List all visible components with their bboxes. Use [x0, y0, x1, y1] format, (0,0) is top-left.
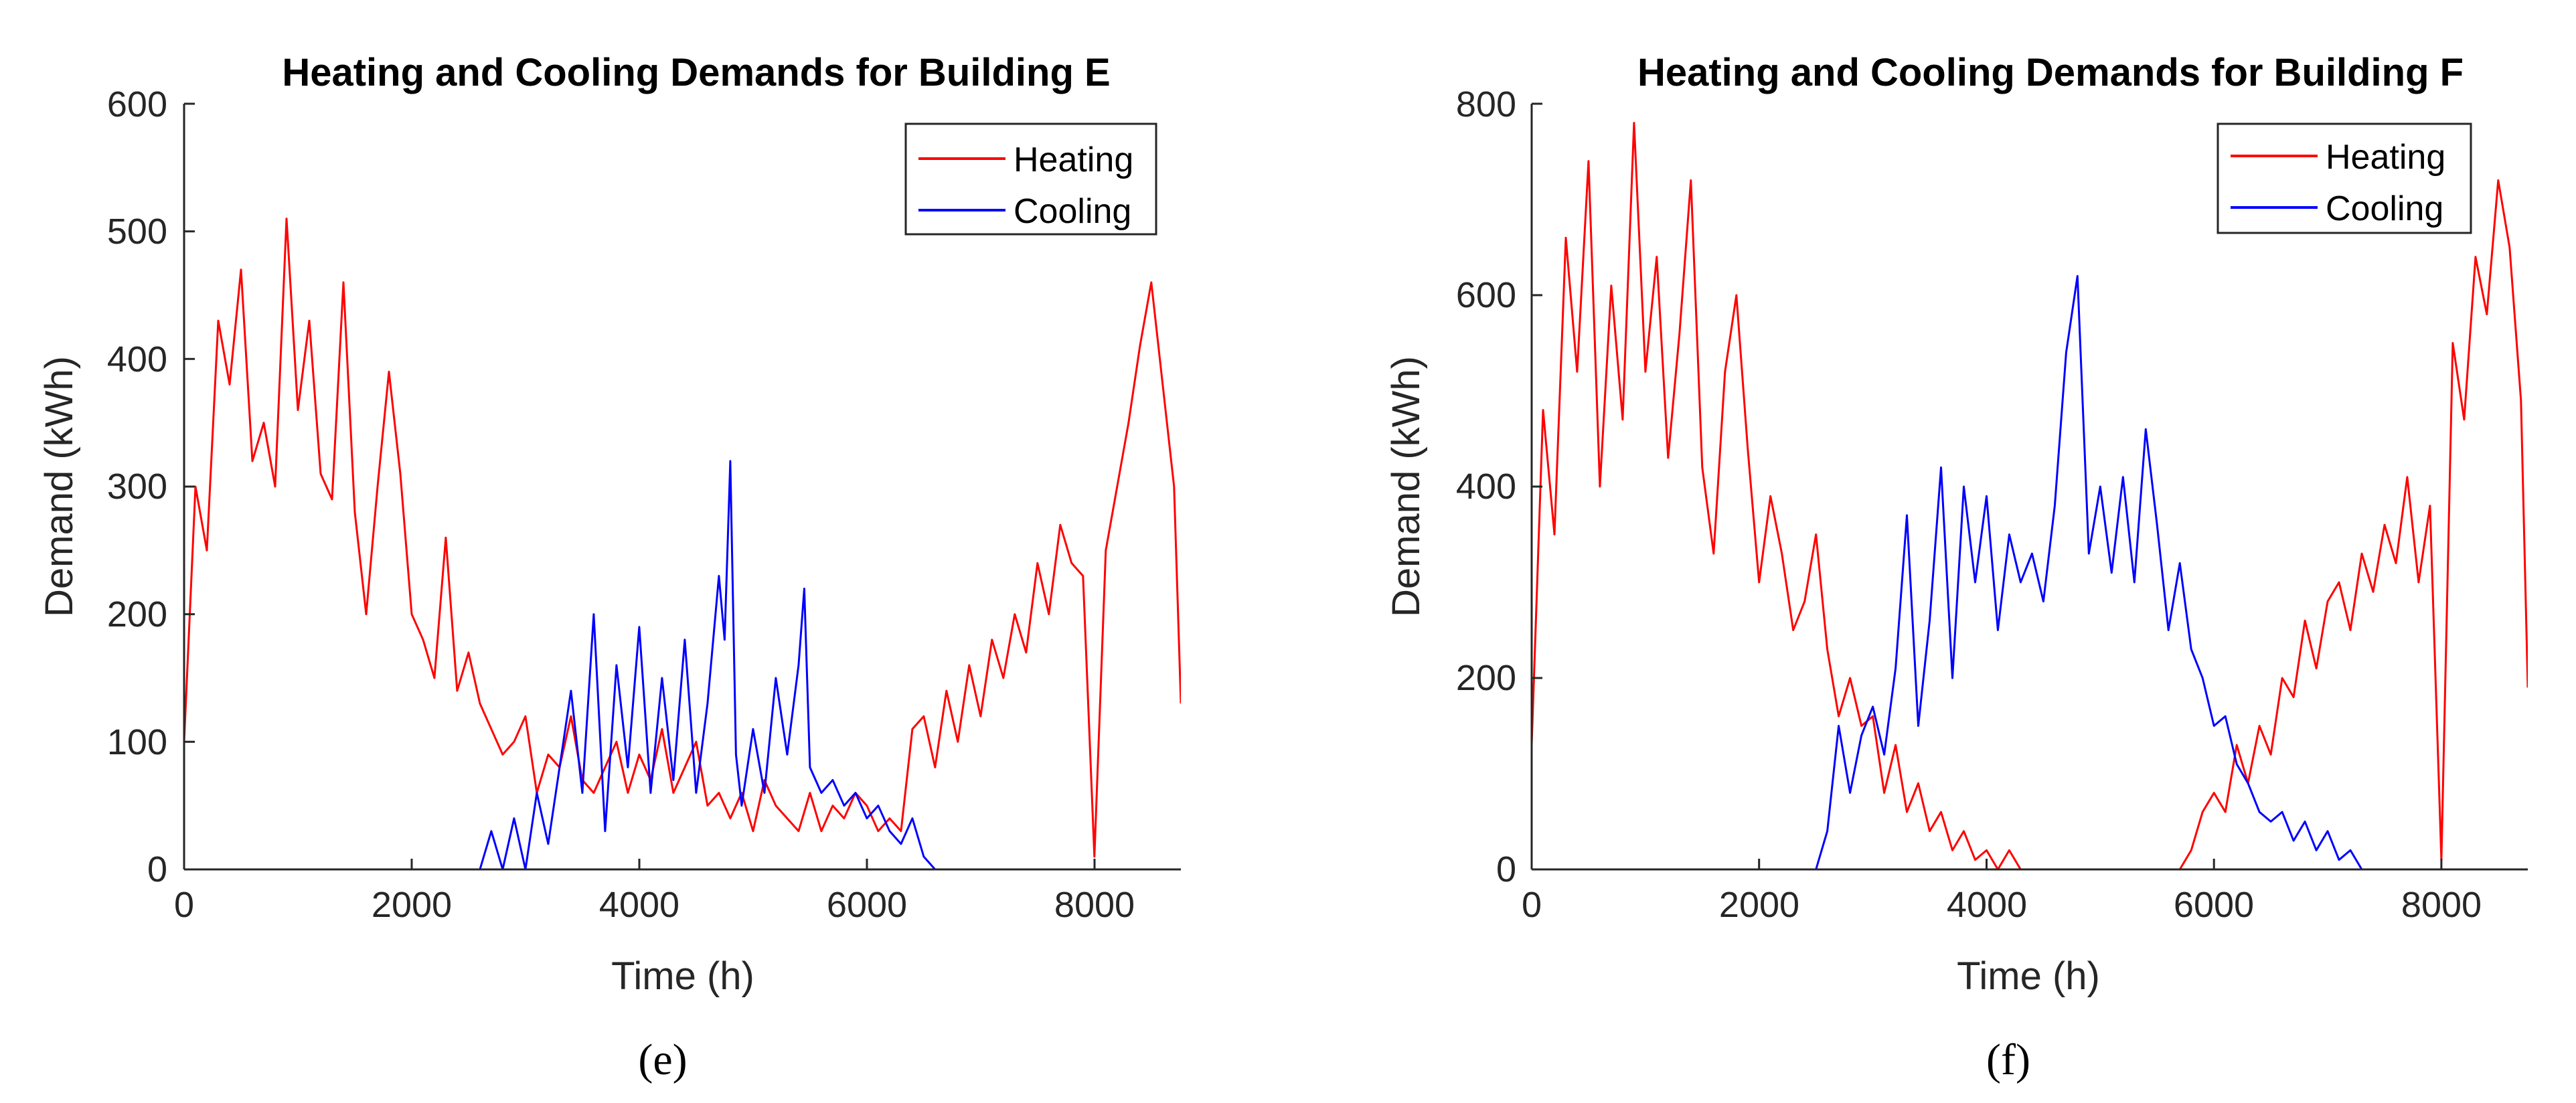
chart-e-series-cooling-line — [184, 460, 1181, 869]
chart-f-x-ticks: 0 2000 4000 6000 8000 — [1522, 859, 2482, 925]
chart-e-xtick-label: 8000 — [1054, 885, 1135, 925]
chart-f-xtick: 4000 — [1947, 859, 2027, 925]
chart-f-y-ticks: 0 200 400 600 800 — [1456, 84, 1542, 889]
chart-f-ytick: 0 — [1496, 849, 1542, 889]
chart-e-legend-label-cooling: Cooling — [1014, 192, 1131, 231]
chart-e-caption: (e) — [638, 1035, 687, 1084]
chart-e-ytick: 0 — [147, 849, 195, 889]
chart-e-ytick: 600 — [107, 84, 195, 124]
chart-f-xtick: 0 — [1522, 859, 1542, 925]
chart-f-series-layer — [1532, 122, 2528, 869]
chart-e-ytick: 400 — [107, 339, 195, 379]
chart-e-y-axis-label: Demand (kWh) — [37, 356, 81, 617]
chart-e-title: Heating and Cooling Demands for Building… — [282, 51, 1110, 94]
chart-f-legend-label-cooling: Cooling — [2326, 189, 2443, 228]
chart-f-xtick-label: 6000 — [2174, 885, 2254, 925]
chart-e-legend-item-heating: Heating — [918, 141, 1133, 179]
chart-f-title: Heating and Cooling Demands for Building… — [1637, 51, 2464, 94]
chart-e-legend: Heating Cooling — [904, 122, 1157, 236]
chart-f-ytick-label: 0 — [1496, 849, 1516, 889]
chart-f-ytick: 600 — [1456, 275, 1542, 315]
chart-f-ytick: 400 — [1456, 466, 1542, 507]
chart-e: Heating and Cooling Demands for Building… — [37, 51, 1181, 1084]
chart-f-xtick-label: 2000 — [1719, 885, 1799, 925]
chart-f-series-cooling-line — [1532, 274, 2528, 869]
chart-f-series-heating-line — [1532, 122, 2528, 869]
chart-e-xtick-label: 0 — [174, 885, 194, 925]
chart-e-legend-label-heating: Heating — [1014, 141, 1133, 179]
chart-e-ytick: 500 — [107, 211, 195, 252]
chart-f-ytick: 800 — [1456, 84, 1542, 124]
chart-e-x-axis-label: Time (h) — [611, 954, 754, 998]
chart-f-y-axis-label: Demand (kWh) — [1384, 356, 1428, 617]
chart-e-xtick-label: 6000 — [827, 885, 907, 925]
chart-e-ytick-label: 600 — [107, 84, 167, 124]
chart-f-legend-label-heating: Heating — [2326, 138, 2445, 177]
chart-e-x-ticks: 0 2000 4000 6000 8000 — [174, 859, 1135, 925]
chart-e-series-heating-line — [184, 218, 1181, 858]
chart-e-ytick-label: 400 — [107, 339, 167, 379]
chart-e-ytick-label: 500 — [107, 211, 167, 252]
chart-e-xtick: 4000 — [599, 859, 679, 925]
chart-e-xtick: 8000 — [1054, 859, 1135, 925]
chart-f-x-axis-label: Time (h) — [1957, 954, 2100, 998]
chart-e-ytick: 100 — [107, 722, 195, 762]
chart-f-ytick-label: 600 — [1456, 275, 1516, 315]
chart-f-ytick-label: 400 — [1456, 466, 1516, 507]
chart-e-xtick: 6000 — [827, 859, 907, 925]
chart-f-xtick-label: 8000 — [2401, 885, 2482, 925]
chart-f-xtick: 8000 — [2401, 859, 2482, 925]
chart-e-ytick: 300 — [107, 466, 195, 507]
chart-f-xtick-label: 4000 — [1947, 885, 2027, 925]
chart-f-xtick-label: 0 — [1522, 885, 1542, 925]
chart-e-xtick-label: 4000 — [599, 885, 679, 925]
chart-f-xtick: 2000 — [1719, 859, 1799, 925]
chart-e-series-layer — [184, 218, 1181, 869]
chart-e-xtick: 0 — [174, 859, 194, 925]
chart-e-ytick-label: 200 — [107, 594, 167, 634]
chart-e-ytick-label: 100 — [107, 722, 167, 762]
chart-f: Heating and Cooling Demands for Building… — [1384, 51, 2528, 1084]
chart-e-xtick-label: 2000 — [372, 885, 452, 925]
chart-e-xtick: 2000 — [372, 859, 452, 925]
chart-f-ytick: 200 — [1456, 658, 1542, 698]
chart-f-legend: Heating Cooling — [2217, 122, 2472, 234]
chart-f-ytick-label: 800 — [1456, 84, 1516, 124]
chart-f-legend-item-heating: Heating — [2231, 138, 2445, 177]
chart-e-legend-box — [904, 122, 1157, 236]
chart-e-ytick: 200 — [107, 594, 195, 634]
chart-f-legend-box — [2217, 122, 2472, 234]
chart-f-ytick-label: 200 — [1456, 658, 1516, 698]
chart-f-legend-item-cooling: Cooling — [2231, 189, 2443, 228]
chart-e-ytick-label: 0 — [147, 849, 167, 889]
chart-e-legend-item-cooling: Cooling — [918, 192, 1131, 231]
chart-e-ytick-label: 300 — [107, 466, 167, 507]
chart-f-caption: (f) — [1986, 1035, 2030, 1084]
chart-e-y-ticks: 0 100 200 300 400 500 — [107, 84, 195, 889]
chart-f-xtick: 6000 — [2174, 859, 2254, 925]
